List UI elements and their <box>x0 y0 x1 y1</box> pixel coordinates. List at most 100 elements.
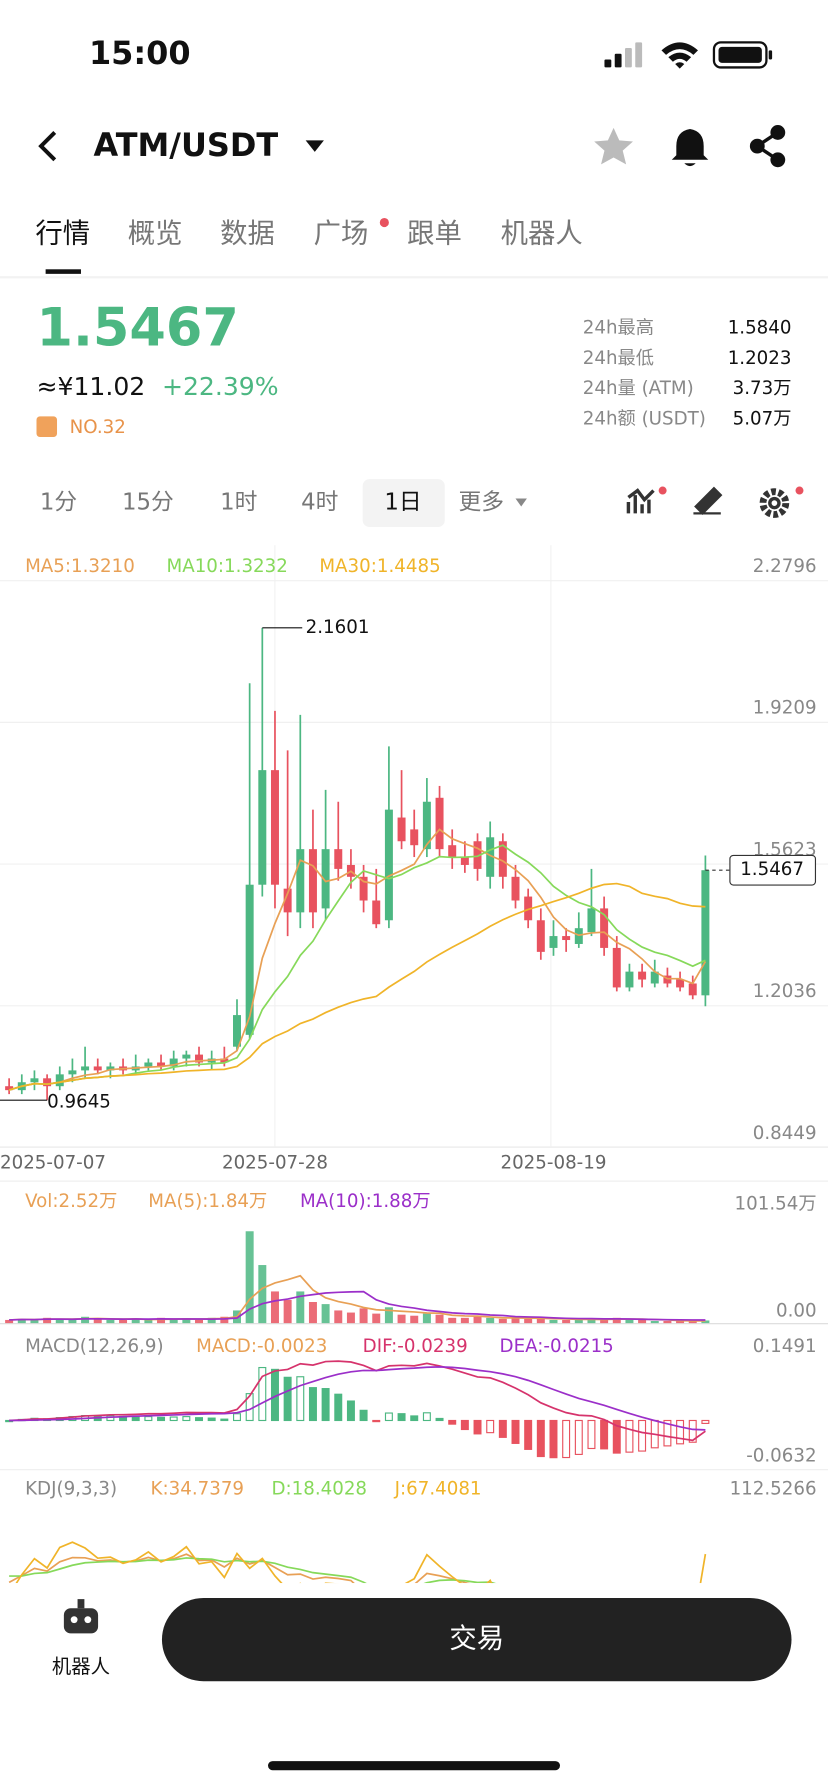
macd-bar <box>562 1419 571 1459</box>
macd-bar <box>486 1419 495 1434</box>
candle-body <box>473 841 482 869</box>
volume-bar <box>625 1319 634 1324</box>
x-tick-label: 2025-07-28 <box>222 1152 328 1173</box>
volume-bar <box>587 1318 596 1324</box>
candle-body <box>334 849 343 869</box>
macd-bar <box>460 1419 469 1431</box>
candle-body <box>650 971 659 984</box>
macd-bar <box>182 1416 191 1422</box>
volume-bar <box>688 1321 697 1324</box>
y-tick-label: 101.54万 <box>735 1194 817 1215</box>
share-button[interactable] <box>749 125 786 168</box>
interval[interactable]: 15分 <box>122 490 174 516</box>
back-button[interactable] <box>38 131 57 162</box>
candle-body <box>5 1086 14 1091</box>
y-tick-label: 0.00 <box>776 1301 817 1322</box>
interval[interactable]: 4时 <box>301 490 338 516</box>
macd-bar <box>258 1366 267 1422</box>
candle-body <box>81 1066 90 1071</box>
indicator-button[interactable] <box>626 488 655 514</box>
legend-entry: MA(10):1.88万 <box>300 1191 431 1212</box>
divider <box>0 276 828 279</box>
candle-body <box>321 849 330 909</box>
robot-label[interactable]: 机器人 <box>52 1655 110 1678</box>
y-tick-label: 0.8449 <box>753 1123 817 1144</box>
candle-body <box>308 849 317 913</box>
legend-entry: MA10:1.3232 <box>167 556 288 577</box>
candle-body <box>372 900 381 925</box>
tab-badge <box>379 217 389 228</box>
volume-bar <box>562 1319 571 1324</box>
volume-bar <box>372 1313 381 1324</box>
volume-bar <box>106 1319 115 1324</box>
volume-bar <box>68 1319 77 1324</box>
volume-bar <box>549 1319 558 1324</box>
interval[interactable]: 更多 <box>458 490 504 516</box>
candle-body <box>245 884 254 1035</box>
volume-bar <box>422 1313 431 1324</box>
interval[interactable]: 1时 <box>220 490 257 516</box>
legend-entry: KDJ(9,3,3) <box>25 1479 117 1500</box>
macd-bar <box>207 1417 216 1422</box>
volume-bar <box>536 1317 545 1324</box>
last-price-label: 1.5467 <box>740 859 804 880</box>
tab[interactable]: 跟单 <box>407 219 462 250</box>
interval[interactable]: 1分 <box>40 490 77 516</box>
macd-bar <box>283 1376 292 1422</box>
candle-body <box>157 1062 166 1067</box>
volume-bar <box>157 1317 166 1324</box>
macd-bar <box>359 1409 368 1422</box>
more-dropdown[interactable] <box>515 498 527 507</box>
macd-bar <box>410 1415 419 1422</box>
macd-line <box>9 1366 706 1431</box>
volume-bar <box>498 1318 507 1324</box>
candle-body <box>195 1054 204 1063</box>
volume-bar <box>410 1315 419 1324</box>
volume-bar <box>701 1320 710 1324</box>
tab[interactable]: 概览 <box>128 219 183 250</box>
macd-bar <box>612 1419 621 1454</box>
legend-entry: DIF:-0.0239 <box>363 1336 468 1357</box>
macd-bar <box>296 1376 305 1422</box>
divider <box>0 1323 828 1325</box>
tab[interactable]: 数据 <box>220 219 275 250</box>
trade-button[interactable] <box>161 1597 792 1682</box>
volume-bar <box>81 1316 90 1324</box>
volume-bar <box>258 1265 267 1324</box>
stat-label: 24h最高 <box>583 318 654 339</box>
volume-bar <box>270 1291 279 1324</box>
pair-title[interactable]: ATM/USDT <box>94 126 279 164</box>
tab[interactable]: 广场 <box>314 219 369 250</box>
volume-bar <box>93 1318 102 1324</box>
y-tick-label: -0.0632 <box>746 1446 816 1467</box>
stat-label: 24h最低 <box>583 348 654 369</box>
candle-body <box>270 770 279 885</box>
candle-body <box>144 1062 153 1067</box>
volume-bar <box>119 1319 128 1324</box>
robot-icon[interactable] <box>63 1599 99 1634</box>
y-tick-label: 2.2796 <box>753 556 817 577</box>
candle-body <box>612 947 621 988</box>
candle-body <box>625 971 634 988</box>
favorite-button[interactable] <box>594 127 633 165</box>
alert-button[interactable] <box>671 129 709 167</box>
stat-value: 5.07万 <box>733 408 792 429</box>
trade-label[interactable]: 交易 <box>449 1624 504 1655</box>
candle-body <box>460 857 469 865</box>
tab[interactable]: 机器人 <box>501 219 583 250</box>
draw-button[interactable] <box>693 486 723 515</box>
settings-badge <box>795 486 804 495</box>
candle-body <box>524 896 533 921</box>
legend-entry: J:67.4081 <box>394 1479 482 1500</box>
candle-body <box>498 841 507 877</box>
pair-dropdown[interactable] <box>305 140 324 152</box>
candle-body <box>43 1078 52 1087</box>
volume-bar <box>448 1317 457 1324</box>
tab[interactable]: 行情 <box>35 219 90 250</box>
settings-button[interactable] <box>759 488 790 518</box>
macd-bar <box>384 1412 393 1422</box>
volume-bar <box>195 1319 204 1324</box>
candle-body <box>638 971 647 980</box>
volume-bar <box>435 1314 444 1324</box>
interval[interactable]: 1日 <box>384 490 421 516</box>
